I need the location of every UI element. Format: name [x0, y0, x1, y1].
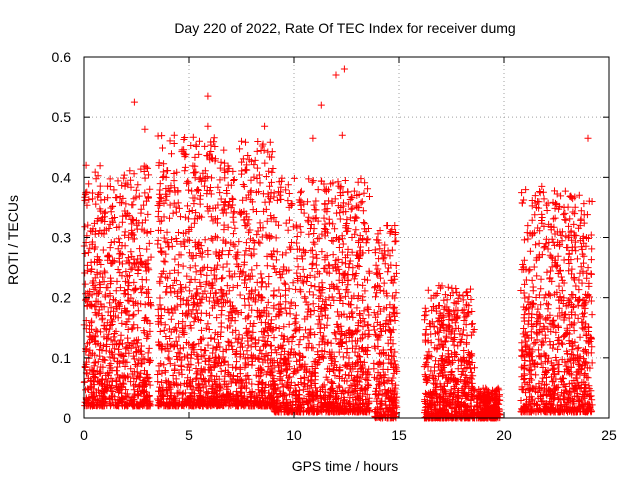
chart-container: 0510152025 00.10.20.30.40.50.6 Day 220 o… — [0, 0, 640, 480]
roti-scatter-chart: 0510152025 00.10.20.30.40.50.6 Day 220 o… — [0, 0, 640, 480]
